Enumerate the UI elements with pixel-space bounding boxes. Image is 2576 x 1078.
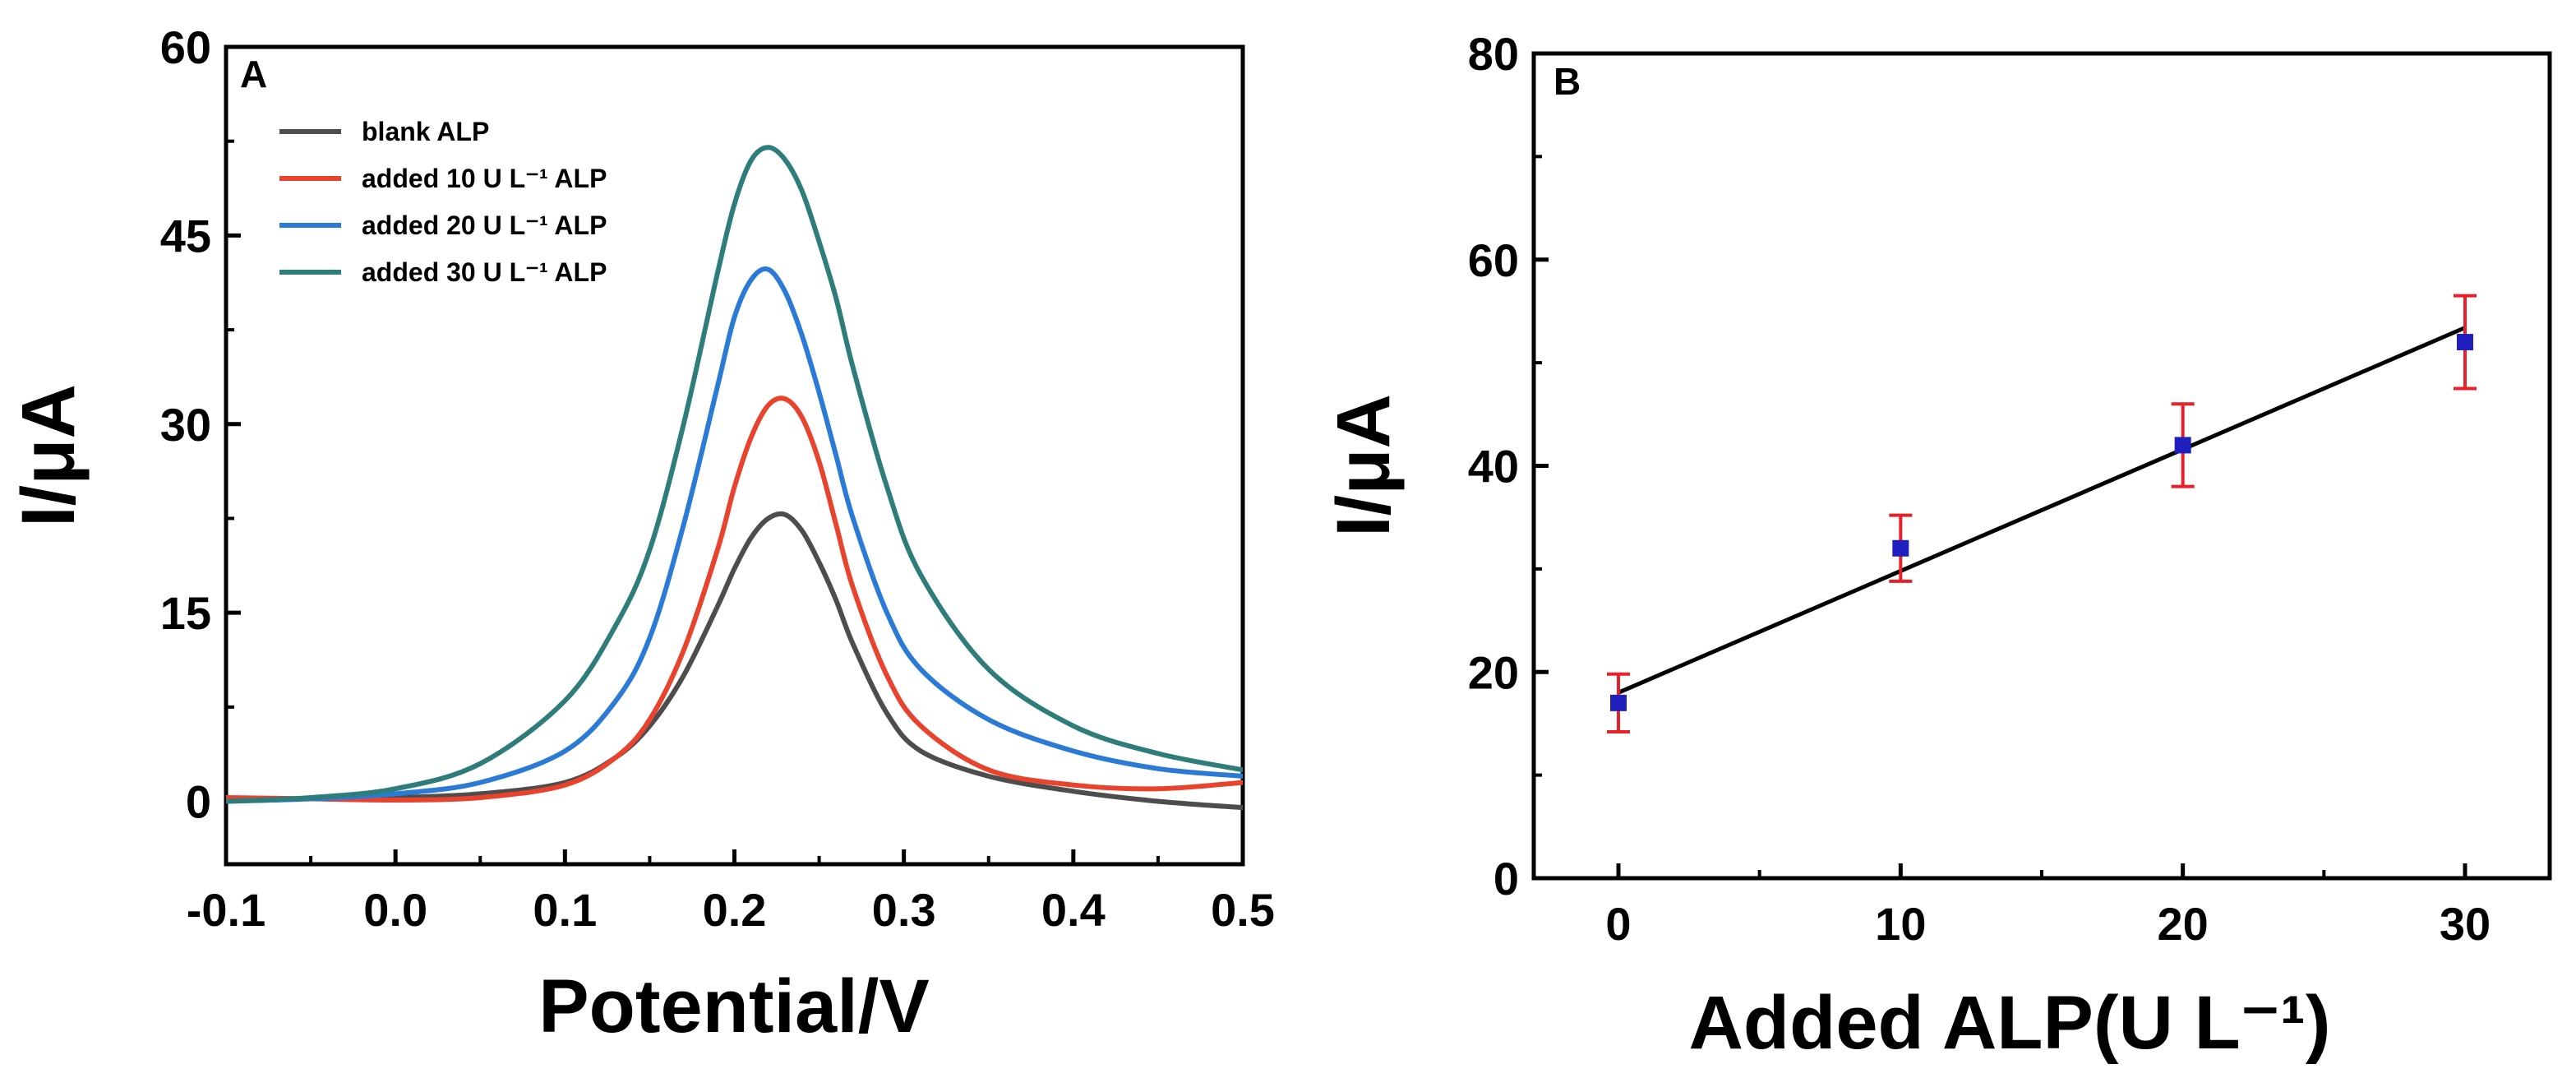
chart-b-y-tick-label: 80 — [1468, 28, 1519, 80]
chart-b-fit-line — [1618, 326, 2466, 695]
chart-a-series-line-2 — [226, 396, 1243, 803]
chart-b-fit — [1618, 326, 2466, 695]
chart-b-y-axis-title: I/μA — [1322, 394, 1406, 537]
chart-a-y-tick-label: 60 — [160, 21, 211, 73]
chart-b-points — [1607, 294, 2477, 733]
chart-a-x-ticks: -0.1 0.0 0.1 0.2 0.3 0.4 0.5 — [187, 849, 1275, 936]
chart-a-y-tick-label: 45 — [160, 210, 211, 261]
legend-label-1: blank ALP — [362, 117, 489, 146]
chart-b-data-point — [1610, 694, 1627, 711]
chart-b-y-tick-label: 60 — [1468, 234, 1519, 286]
chart-b-data-point — [2457, 334, 2473, 351]
chart-a-y-tick-label: 15 — [160, 587, 211, 639]
chart-b-data-point — [2174, 437, 2191, 454]
chart-a-y-axis-title: I/μA — [7, 384, 90, 527]
chart-b-y-tick-label: 20 — [1468, 646, 1519, 698]
chart-b-x-tick-label: 30 — [2440, 898, 2491, 950]
chart-a-x-tick-label: 0.2 — [703, 884, 767, 936]
chart-b-data-point — [1892, 539, 1909, 557]
chart-a-x-tick-label: -0.1 — [187, 884, 266, 936]
chart-b-x-ticks: 0 10 20 30 — [1605, 863, 2491, 950]
chart-b-x-tick-label: 10 — [1875, 898, 1926, 950]
legend-label-4: added 30 U L⁻¹ ALP — [362, 257, 607, 287]
chart-a-x-tick-label: 0.1 — [533, 884, 597, 936]
chart-b-y-ticks: 0 20 40 60 80 — [1468, 28, 1549, 905]
chart-a-series-line-3 — [226, 266, 1243, 804]
chart-b-x-tick-label: 20 — [2158, 898, 2209, 950]
panel-a-letter: A — [240, 53, 267, 95]
chart-b: 0 10 20 30 0 20 40 60 80 B Added ALP(U L⁻¹) I/μ… — [1322, 28, 2552, 1065]
chart-a: -0.1 0.0 0.1 0.2 0.3 0.4 0.5 0 15 30 45 60 A blank… — [7, 21, 1275, 1048]
chart-a-series-line-1 — [226, 511, 1243, 811]
panel-b-letter: B — [1553, 60, 1581, 103]
chart-a-x-tick-label: 0.0 — [363, 884, 427, 936]
chart-a-x-tick-label: 0.3 — [872, 884, 936, 936]
chart-a-x-axis-title: Potential/V — [538, 965, 929, 1048]
chart-a-series — [226, 145, 1243, 811]
legend-label-3: added 20 U L⁻¹ ALP — [362, 211, 607, 240]
chart-a-y-ticks: 0 15 30 45 60 — [160, 21, 241, 828]
chart-a-y-tick-label: 30 — [160, 399, 211, 451]
chart-b-frame — [1531, 51, 2552, 881]
chart-a-x-tick-label: 0.4 — [1041, 884, 1106, 936]
legend-label-2: added 10 U L⁻¹ ALP — [362, 164, 607, 193]
chart-a-y-tick-label: 0 — [186, 776, 211, 828]
chart-b-y-tick-label: 0 — [1493, 853, 1519, 905]
chart-a-series-line-4 — [226, 145, 1243, 804]
chart-a-legend: blank ALP added 10 U L⁻¹ ALP added 20 U L⁻… — [279, 117, 607, 287]
chart-b-y-tick-label: 40 — [1468, 441, 1519, 493]
chart-b-x-tick-label: 0 — [1605, 898, 1631, 950]
chart-a-x-tick-label: 0.5 — [1211, 884, 1275, 936]
chart-b-x-axis-title: Added ALP(U L⁻¹) — [1688, 981, 2330, 1065]
